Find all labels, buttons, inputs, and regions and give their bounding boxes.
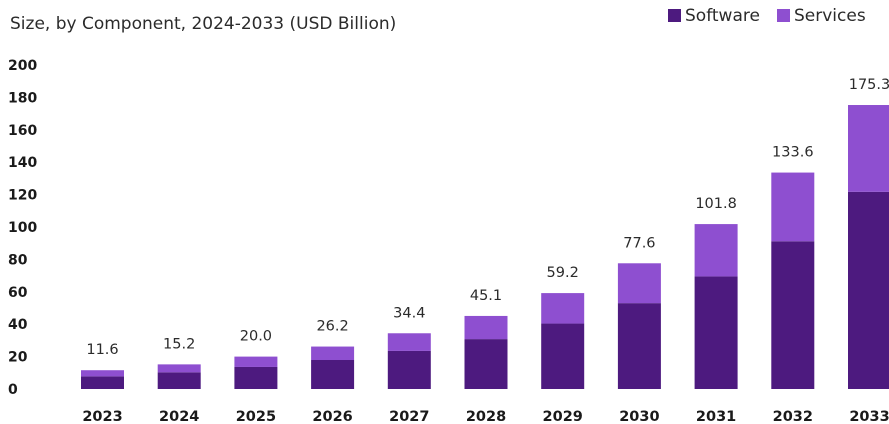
- bar-software-2030: [617, 303, 661, 389]
- y-tick-label: 0: [8, 382, 18, 398]
- y-tick-label: 80: [8, 252, 28, 268]
- total-label-2028: 45.1: [470, 288, 502, 304]
- bar-services-2028: [464, 315, 508, 340]
- total-label-2033: 175.3: [849, 77, 889, 93]
- legend-swatch-software: [668, 9, 681, 22]
- bar-services-2027: [387, 333, 431, 351]
- bar-services-2023: [81, 370, 124, 377]
- total-label-2031: 101.8: [695, 196, 737, 212]
- total-label-2027: 34.4: [393, 305, 425, 321]
- bar-software-2033: [848, 191, 889, 389]
- x-tick-label-2033: 2033: [849, 409, 889, 424]
- chart-subtitle: Size, by Component, 2024-2033 (USD Billi…: [10, 14, 396, 34]
- y-tick-label: 40: [8, 317, 28, 333]
- bar-services-2024: [157, 364, 201, 373]
- legend: Software Services: [668, 6, 866, 26]
- total-label-2023: 11.6: [86, 342, 118, 358]
- x-tick-label-2028: 2028: [466, 409, 506, 424]
- bar-services-2030: [617, 263, 661, 304]
- x-tick-label-2025: 2025: [236, 409, 276, 424]
- y-tick-label: 160: [8, 123, 37, 139]
- bar-software-2024: [157, 372, 201, 389]
- x-tick-label-2029: 2029: [543, 409, 583, 424]
- x-axis: 2023 2024 2025 2026 2027 2028 2029 2030 2031 2032…: [82, 409, 889, 424]
- bar-services-2029: [541, 293, 585, 324]
- x-tick-label-2023: 2023: [82, 409, 122, 424]
- y-tick-label: 20: [8, 350, 28, 366]
- total-label-2030: 77.6: [623, 235, 655, 251]
- bar-services-2025: [234, 356, 278, 367]
- legend-swatch-services: [777, 9, 790, 22]
- bar-software-2026: [311, 360, 355, 389]
- bar-software-2027: [387, 350, 431, 389]
- y-tick-label: 120: [8, 188, 37, 204]
- total-label-2029: 59.2: [547, 265, 579, 281]
- bar-software-2029: [541, 323, 585, 389]
- bar-software-2032: [771, 241, 815, 389]
- total-label-2024: 15.2: [163, 336, 195, 352]
- bar-services-2031: [694, 224, 738, 277]
- x-tick-label-2030: 2030: [619, 409, 659, 424]
- bar-services-2033: [848, 105, 889, 192]
- x-tick-label-2027: 2027: [389, 409, 429, 424]
- x-tick-label-2026: 2026: [312, 409, 352, 424]
- total-label-2032: 133.6: [772, 145, 814, 161]
- bar-services-2026: [311, 346, 355, 361]
- bar-software-2031: [694, 276, 738, 389]
- y-tick-label: 200: [8, 58, 37, 74]
- legend-label-services: Services: [794, 6, 866, 26]
- y-tick-label: 100: [8, 220, 37, 236]
- total-label-2025: 20.0: [240, 329, 272, 345]
- total-label-2026: 26.2: [316, 319, 348, 335]
- legend-label-software: Software: [685, 6, 760, 26]
- x-tick-label-2031: 2031: [696, 409, 736, 424]
- bars: [81, 105, 889, 389]
- y-tick-label: 140: [8, 155, 37, 171]
- bar-software-2025: [234, 366, 278, 389]
- total-labels: 11.6 15.2 20.0 26.2 34.4 45.1 59.2 77.6 101.8 133…: [86, 77, 889, 358]
- bar-software-2028: [464, 339, 508, 389]
- bar-software-2023: [81, 376, 124, 389]
- bar-services-2032: [771, 172, 815, 242]
- x-tick-label-2024: 2024: [159, 409, 199, 424]
- y-tick-label: 180: [8, 90, 37, 106]
- y-axis: 0 20 40 60 80 100 120 140 160 180 200: [8, 58, 37, 398]
- y-tick-label: 60: [8, 285, 28, 301]
- x-tick-label-2032: 2032: [773, 409, 813, 424]
